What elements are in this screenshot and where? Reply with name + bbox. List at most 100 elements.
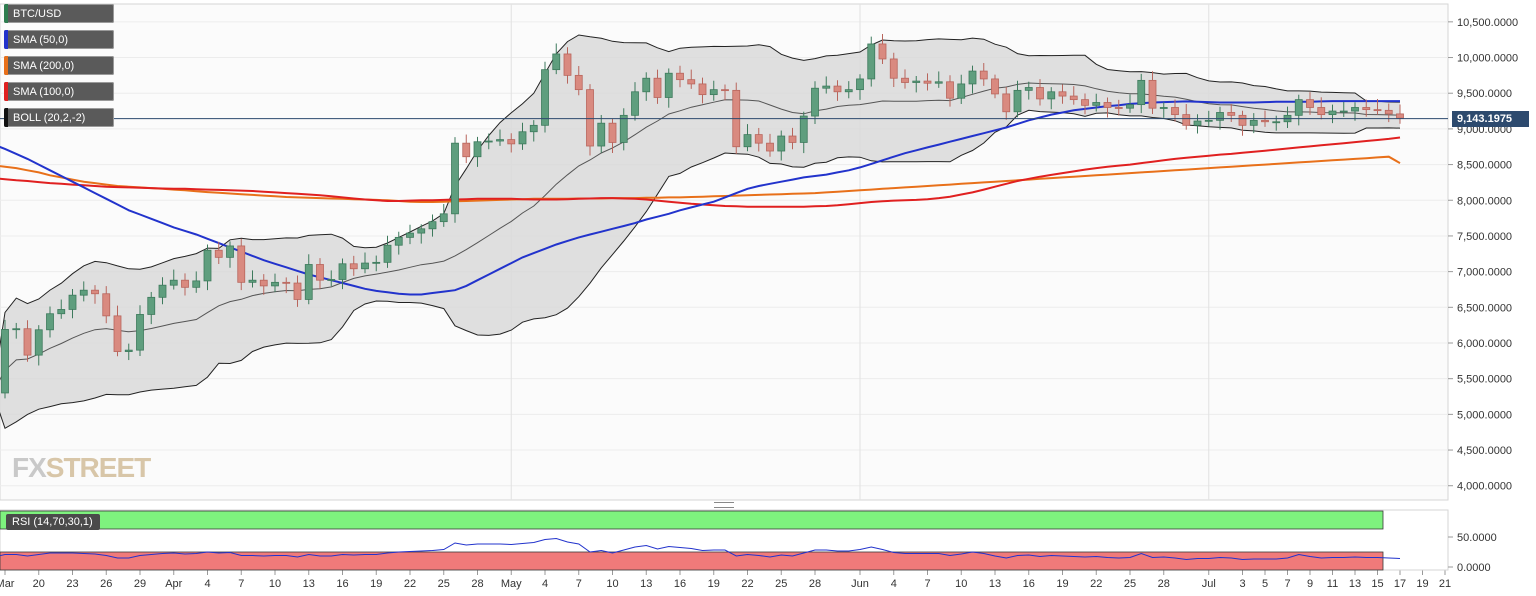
candle-body [979, 70, 988, 80]
candle-body [484, 140, 493, 143]
legend-label: SMA (200,0) [13, 59, 75, 72]
x-tick-label: 25 [775, 578, 787, 590]
y-tick-label: 5,000.0000 [1457, 409, 1512, 421]
candle-body [743, 134, 752, 148]
candle-body [1294, 99, 1303, 116]
candle-body [1126, 104, 1134, 109]
x-tick-label: 21 [1439, 578, 1451, 590]
candle-body [833, 85, 842, 93]
y-tick-label: 6,000.0000 [1457, 338, 1512, 350]
x-tick-label: 10 [269, 578, 281, 590]
current-price-label: 9,143.1975 [1452, 110, 1529, 127]
candle-body [1, 329, 9, 394]
y-tick-label: 7,500.0000 [1457, 231, 1512, 243]
legend-swatch [4, 56, 8, 75]
candle-body [574, 74, 583, 91]
x-tick-label: 10 [955, 578, 967, 590]
candle-body [203, 249, 212, 282]
y-tick-label: 5,500.0000 [1457, 374, 1512, 386]
x-tick-label: 3 [1239, 578, 1245, 590]
candle-body [563, 53, 572, 76]
candle-body [1317, 107, 1326, 116]
candle-body [1249, 119, 1258, 126]
legend-sma50[interactable]: SMA (50,0) [4, 30, 114, 49]
candle-body [1137, 79, 1146, 106]
candle-body [226, 245, 234, 258]
legend-swatch [4, 108, 8, 127]
candle-body [349, 263, 358, 270]
x-tick-label: 19 [708, 578, 720, 590]
panel-resize-handle[interactable] [714, 502, 734, 508]
candle-body [46, 313, 54, 331]
x-tick-label: 13 [1349, 578, 1361, 590]
candle-body [496, 139, 504, 142]
candle-body [394, 236, 403, 246]
candle-body [1013, 89, 1022, 113]
candle-body [1148, 79, 1157, 109]
legend-sma100[interactable]: SMA (100,0) [4, 82, 114, 101]
candle-body [327, 279, 336, 281]
x-tick-label: 22 [741, 578, 753, 590]
candle-body [957, 83, 966, 99]
candle-body [91, 289, 99, 295]
x-tick-label: 4 [891, 578, 897, 590]
y-tick-label: 9,500.0000 [1457, 88, 1512, 100]
candle-body [473, 141, 482, 158]
candle-body [698, 83, 707, 96]
candle-body [439, 213, 448, 223]
candle-body [867, 43, 876, 80]
indicator-legend: BTC/USD SMA (50,0) SMA (200,0) SMA (100,… [4, 4, 114, 134]
candle-body [518, 131, 527, 145]
candle-body [754, 134, 763, 144]
candle-body [811, 87, 819, 117]
candle-body [428, 221, 437, 230]
x-tick-label: 23 [66, 578, 78, 590]
candle-body [766, 142, 774, 152]
candle-body [777, 135, 786, 152]
candle-body [1024, 87, 1033, 91]
logo-part-fx: FX [12, 452, 47, 483]
candle-body [158, 284, 167, 298]
candle-body [169, 279, 178, 286]
rsi-legend[interactable]: RSI (14,70,30,1) [6, 514, 100, 530]
legend-swatch [4, 4, 8, 23]
x-tick-label: 13 [640, 578, 652, 590]
candle-body [642, 77, 651, 93]
candle-body [1193, 120, 1202, 126]
candle-body [844, 89, 853, 93]
candle-body [271, 281, 279, 287]
x-tick-label: 13 [989, 578, 1001, 590]
legend-label: BTC/USD [13, 7, 62, 20]
x-tick-label: 7 [1284, 578, 1290, 590]
candle-body [1103, 102, 1112, 108]
legend-btcusd[interactable]: BTC/USD [4, 4, 114, 23]
candle-body [1339, 110, 1348, 113]
candle-body [1182, 114, 1191, 126]
bollinger-middle [0, 82, 1401, 381]
x-tick-label: 22 [1090, 578, 1102, 590]
candle-body [552, 53, 561, 71]
x-tick-label: 16 [1023, 578, 1035, 590]
logo-part-street: STREET [45, 452, 151, 483]
x-tick-label: 11 [1327, 578, 1338, 590]
price-candles [1, 33, 1404, 399]
legend-boll[interactable]: BOLL (20,2,-2) [4, 108, 114, 127]
legend-sma200[interactable]: SMA (200,0) [4, 56, 114, 75]
x-tick-label: 25 [1124, 578, 1136, 590]
candle-body [1204, 119, 1213, 122]
y-tick-label: 7,000.0000 [1457, 267, 1512, 279]
candle-body [968, 70, 977, 85]
candle-body [338, 263, 347, 280]
rsi-tick-label: 50.0000 [1457, 532, 1497, 544]
axes: 10,500.0000 10,000.0000 9,500.0000 9,000.00… [0, 17, 1518, 590]
candle-body [1238, 114, 1247, 126]
x-tick-label: 13 [303, 578, 315, 590]
candle-body [1092, 102, 1101, 106]
candle-body [293, 282, 302, 300]
candle-body [1058, 91, 1067, 97]
candle-body [541, 69, 549, 126]
candle-body [248, 279, 257, 283]
candle-body [113, 315, 122, 352]
candle-body [608, 122, 617, 143]
candle-body [619, 114, 628, 143]
